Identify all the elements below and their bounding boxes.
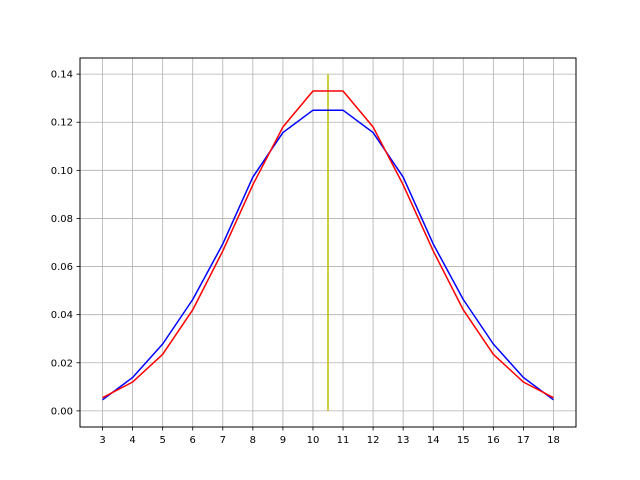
y-tick-label: 0.10 <box>51 166 73 177</box>
x-tick-label: 8 <box>250 435 256 446</box>
axes-frame <box>79 57 577 428</box>
x-tick-label: 11 <box>337 435 350 446</box>
y-tick-label: 0.06 <box>51 262 73 273</box>
x-tick-label: 7 <box>220 435 226 446</box>
x-tick-label: 10 <box>307 435 320 446</box>
x-tick-label: 16 <box>487 435 500 446</box>
x-tick-label: 14 <box>427 435 440 446</box>
y-tick-label: 0.04 <box>51 310 73 321</box>
axis-ticks: 3 4 5 6 7 8 9 10 11 12 13 14 15 16 17 18 0.00 0.02 0.04 0.0… <box>51 70 560 446</box>
y-tick-label: 0.08 <box>51 214 73 225</box>
series-line-1 <box>102 109 554 401</box>
series-line-2 <box>102 90 554 399</box>
plot-data <box>102 74 554 411</box>
x-tick-label: 4 <box>129 435 135 446</box>
y-tick-label: 0.02 <box>51 358 73 369</box>
x-tick-label: 3 <box>99 435 105 446</box>
y-tick-label: 0.12 <box>51 118 73 129</box>
y-tick-label: 0.14 <box>51 70 73 81</box>
x-tick-label: 6 <box>190 435 196 446</box>
x-tick-label: 9 <box>280 435 286 446</box>
x-tick-label: 12 <box>367 435 380 446</box>
x-tick-label: 17 <box>517 435 530 446</box>
x-tick-label: 18 <box>547 435 560 446</box>
x-tick-label: 15 <box>457 435 470 446</box>
y-tick-label: 0.00 <box>51 406 73 417</box>
x-tick-label: 5 <box>159 435 165 446</box>
x-tick-label: 13 <box>397 435 410 446</box>
